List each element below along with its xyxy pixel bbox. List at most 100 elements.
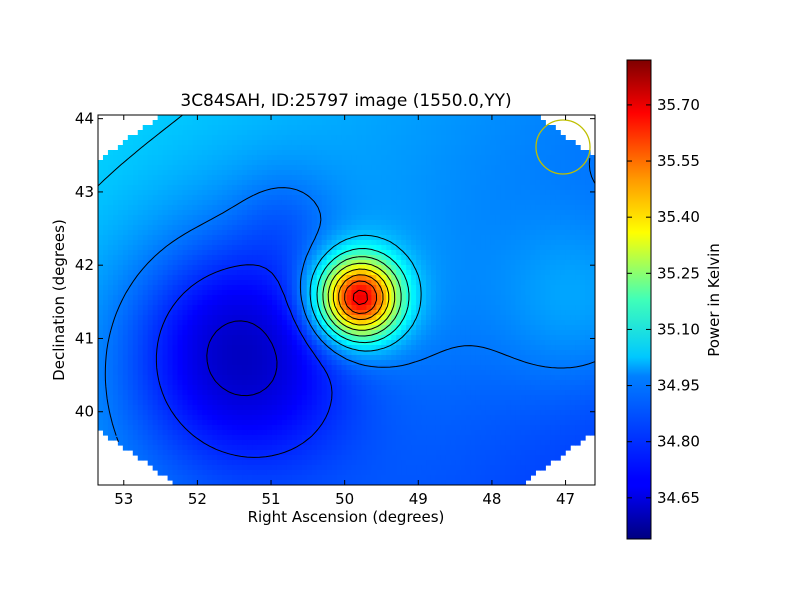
heatmap-cell <box>321 140 328 146</box>
heatmap-cell <box>525 175 531 181</box>
heatmap-cell <box>381 150 387 156</box>
heatmap-cell <box>286 350 293 356</box>
heatmap-cell <box>227 155 233 161</box>
heatmap-cell <box>381 140 387 146</box>
heatmap-cell <box>391 265 397 271</box>
heatmap-cell <box>222 295 228 301</box>
heatmap-cell <box>371 225 377 231</box>
heatmap-cell <box>276 230 283 236</box>
heatmap-cell <box>326 350 333 356</box>
heatmap-cell <box>132 355 139 361</box>
heatmap-cell <box>167 365 174 371</box>
heatmap-cell <box>535 300 541 306</box>
heatmap-cell <box>361 330 367 336</box>
heatmap-cell <box>232 240 238 246</box>
heatmap-cell <box>152 195 159 201</box>
heatmap-cell <box>391 135 397 141</box>
heatmap-cell <box>112 255 119 261</box>
heatmap-cell <box>326 355 333 361</box>
heatmap-cell <box>306 330 313 336</box>
heatmap-cell <box>530 155 536 161</box>
heatmap-cell <box>361 275 367 281</box>
heatmap-cell <box>271 195 278 201</box>
heatmap-cell <box>430 155 437 161</box>
heatmap-cell <box>455 145 462 151</box>
heatmap-cell <box>455 320 462 326</box>
heatmap-cell <box>540 320 546 326</box>
heatmap-cell <box>406 205 412 211</box>
heatmap-cell <box>311 325 318 331</box>
heatmap-cell <box>411 340 417 346</box>
heatmap-cell <box>182 175 189 181</box>
heatmap-cell <box>242 170 248 176</box>
heatmap-cell <box>257 140 263 146</box>
heatmap-cell <box>341 315 348 321</box>
heatmap-cell <box>555 270 561 276</box>
heatmap-cell <box>381 290 387 296</box>
heatmap-cell <box>152 230 159 236</box>
heatmap-cell <box>346 165 353 171</box>
heatmap-cell <box>520 125 527 131</box>
heatmap-cell <box>406 355 412 361</box>
heatmap-cell <box>316 230 323 236</box>
heatmap-cell <box>535 360 541 366</box>
heatmap-cell <box>296 265 303 271</box>
heatmap-cell <box>465 210 472 216</box>
heatmap-cell <box>311 270 318 276</box>
heatmap-cell <box>435 120 442 126</box>
heatmap-cell <box>465 165 472 171</box>
heatmap-cell <box>311 350 318 356</box>
heatmap-cell <box>326 335 333 341</box>
heatmap-cell <box>356 210 363 216</box>
heatmap-cell <box>281 140 288 146</box>
heatmap-cell <box>361 285 367 291</box>
heatmap-cell <box>137 285 144 291</box>
heatmap-cell <box>296 325 303 331</box>
heatmap-cell <box>167 275 174 281</box>
heatmap-cell <box>465 115 472 121</box>
heatmap-cell <box>257 150 263 156</box>
heatmap-cell <box>247 200 253 206</box>
heatmap-cell <box>545 230 551 236</box>
heatmap-cell <box>247 220 253 226</box>
heatmap-cell <box>137 315 144 321</box>
heatmap-cell <box>361 365 367 371</box>
heatmap-cell <box>346 240 353 246</box>
heatmap-cell <box>147 330 154 336</box>
heatmap-cell <box>306 275 313 281</box>
heatmap-cell <box>376 270 382 276</box>
heatmap-cell <box>455 330 462 336</box>
heatmap-cell <box>416 300 422 306</box>
heatmap-cell <box>430 130 437 136</box>
heatmap-cell <box>276 140 283 146</box>
heatmap-cell <box>421 275 427 281</box>
heatmap-cell <box>291 315 298 321</box>
heatmap-cell <box>470 365 477 371</box>
heatmap-cell <box>197 195 203 201</box>
heatmap-cell <box>227 120 233 126</box>
heatmap-cell <box>341 305 348 311</box>
heatmap-cell <box>485 295 492 301</box>
heatmap-cell <box>212 260 218 266</box>
heatmap-cell <box>590 335 595 341</box>
heatmap-cell <box>396 290 402 296</box>
heatmap-cell <box>346 210 353 216</box>
heatmap-cell <box>406 365 412 371</box>
heatmap-cell <box>207 275 213 281</box>
heatmap-cell <box>585 280 591 286</box>
heatmap-cell <box>545 250 551 256</box>
heatmap-cell <box>341 220 348 226</box>
heatmap-cell <box>237 130 243 136</box>
heatmap-cell <box>321 210 328 216</box>
heatmap-cell <box>331 310 338 316</box>
heatmap-cell <box>271 215 278 221</box>
heatmap-cell <box>212 355 218 361</box>
heatmap-cell <box>510 345 517 351</box>
heatmap-cell <box>247 135 253 141</box>
heatmap-cell <box>341 225 348 231</box>
heatmap-cell <box>107 265 114 271</box>
heatmap-cell <box>401 155 407 161</box>
heatmap-cell <box>396 210 402 216</box>
heatmap-cell <box>470 140 477 146</box>
heatmap-cell <box>391 150 397 156</box>
